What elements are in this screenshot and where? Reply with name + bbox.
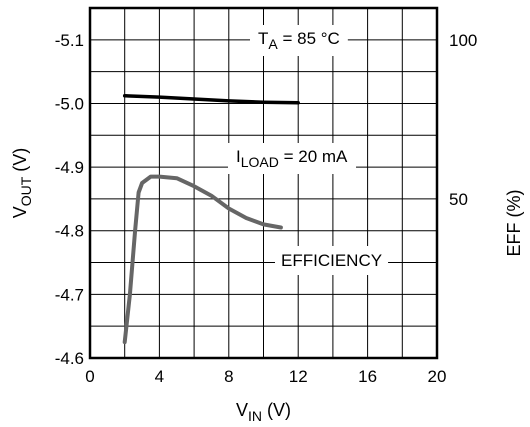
x-tick-label: 8: [224, 367, 233, 386]
y-tick-label: -4.6: [55, 349, 84, 368]
tick-labels: 0 4 8 12 16 20 -5.1 -5.0 -4.9 -4.8 -4.7 -4.6 50 100: [55, 31, 478, 386]
y-tick-label: -5.1: [55, 31, 84, 50]
efficiency-line: [122, 174, 283, 345]
efficiency-label-bg: [275, 246, 389, 275]
efficiency-label: EFFICIENCY: [281, 251, 382, 270]
temp-annotation: TA = 85 °C: [258, 29, 340, 52]
x-tick-label: 20: [428, 367, 447, 386]
y-tick-label: -4.9: [55, 158, 84, 177]
vout-line: [122, 94, 300, 105]
right-axis-title: EFF (%): [504, 190, 524, 257]
y-tick-label: -4.7: [55, 285, 84, 304]
x-axis-title: VIN (V): [236, 400, 291, 424]
x-tick-label: 12: [289, 367, 308, 386]
load-annotation: ILOAD = 20 mA: [236, 147, 348, 170]
x-tick-label: 0: [85, 367, 94, 386]
right-tick-label: 100: [449, 31, 477, 50]
x-tick-label: 4: [155, 367, 164, 386]
plot-frame: [88, 6, 439, 360]
right-tick-label: 50: [449, 190, 468, 209]
load-annotation-bg: [228, 143, 357, 174]
y-tick-label: -5.0: [55, 94, 84, 113]
series-layer: [122, 94, 300, 345]
y-axis-title: VOUT (V): [10, 148, 34, 219]
x-tick-label: 16: [358, 367, 377, 386]
temp-annotation-bg: [250, 25, 348, 56]
y-tick-label: -4.8: [55, 222, 84, 241]
